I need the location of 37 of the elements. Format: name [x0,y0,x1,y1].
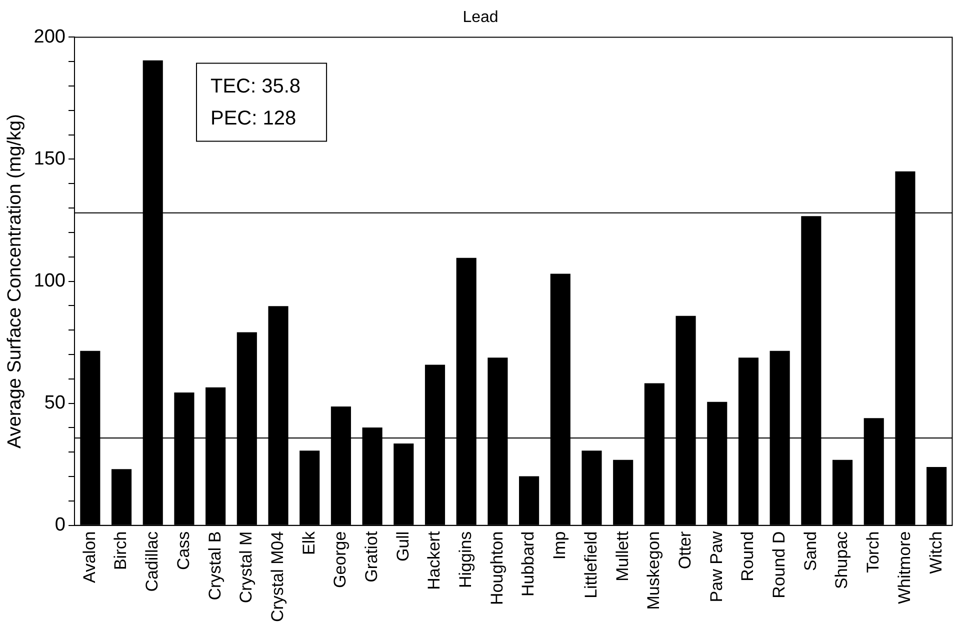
x-tick-label: Torch [864,531,883,573]
x-tick-label: Gratiot [362,531,381,582]
x-tick-label: Otter [675,530,694,570]
x-tick-label: Cadillac [142,530,162,592]
x-tick-label: Whitmore [894,531,914,604]
x-tick-label: Crystal M04 [268,531,287,622]
x-tick-label: Witch [926,531,946,574]
x-tick-label: Imp [550,531,570,560]
y-tick-label: 200 [34,26,66,48]
x-tick-label: Higgins [456,531,476,588]
y-axis-title: Average Surface Concentration (mg/kg) [4,114,26,448]
x-tick-label: Round D [770,531,789,598]
x-tick-label: Gull [393,531,412,562]
x-tick-label: Round [738,531,758,582]
x-tick-label: Mullett [612,531,632,582]
x-tick-label: Elk [299,530,318,555]
annotation: TEC: 35.8 [210,76,301,98]
x-tick-label: Littlefield [581,531,600,598]
x-tick-label: George [330,531,350,588]
x-tick-label: Shupac [832,530,852,589]
x-tick-label: Avalon [80,531,99,583]
annotation: PEC: 128 [210,108,296,130]
y-tick-label: 100 [34,270,66,292]
x-tick-label: Houghton [487,531,506,606]
x-tick-label: Paw Paw [706,530,726,602]
x-tick-label: Birch [111,531,130,570]
x-tick-label: Hubbard [518,531,538,597]
y-tick-label: 0 [54,514,66,536]
y-tick-label: 150 [34,148,66,170]
chart-title: Lead [462,9,498,26]
x-tick-label: Cass [174,531,193,570]
x-tick-label: Hackert [424,531,444,590]
x-tick-label: Muskegon [644,531,664,610]
y-tick-label: 50 [44,392,66,414]
x-tick-label: Crystal B [205,531,224,600]
x-tick-label: Crystal M [236,531,256,604]
x-tick-label: Sand [800,531,820,572]
